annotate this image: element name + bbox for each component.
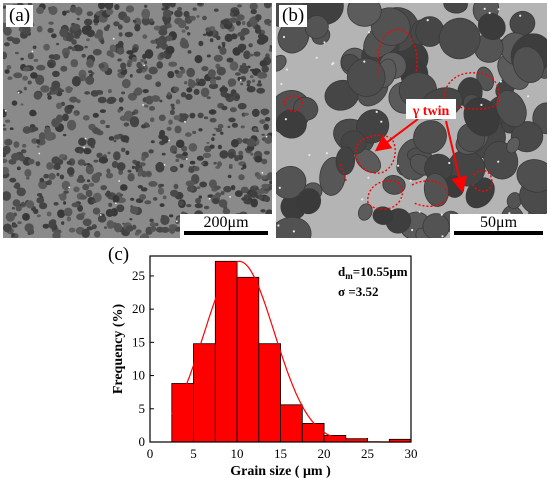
twin-outline	[367, 180, 404, 210]
micrograph-a-image	[3, 3, 272, 238]
x-axis-label: Grain size ( μm )	[230, 464, 331, 478]
scale-bar-b-line	[454, 231, 543, 235]
histogram-bar	[280, 404, 303, 443]
scale-bar-a: 200μm	[180, 214, 272, 238]
twin-outline	[283, 95, 303, 112]
x-tick-label: 5	[190, 446, 197, 461]
y-tick-label: 10	[132, 368, 145, 383]
y-tick-label: 20	[132, 301, 145, 316]
scale-bar-b: 50μm	[450, 214, 547, 238]
histogram-bar	[323, 434, 347, 443]
y-tick-label: 5	[139, 401, 146, 416]
twin-outline	[355, 134, 396, 174]
x-tick-label: 25	[361, 446, 374, 461]
y-tick-label: 15	[132, 334, 145, 349]
mean-diameter-value: =10.55μm	[353, 264, 408, 279]
sigma-annotation: σ =3.52	[338, 284, 378, 299]
micrograph-b: γ twin (b) 50μm	[276, 3, 547, 238]
twin-arrow-right	[445, 120, 468, 193]
mean-diameter-subscript: m	[345, 271, 353, 281]
x-axis-ticks: 0 5 10 15 20 25 30	[147, 438, 418, 461]
twin-label: γ twin	[412, 104, 450, 119]
histogram-bar	[301, 422, 325, 443]
micrograph-a: (a) 200μm	[3, 3, 272, 238]
micrograph-b-image: γ twin	[276, 3, 547, 238]
grain-size-histogram: (c) 0 5 10 15 20 25 30 0 5 10 15 20 25 Grain size (…	[108, 244, 418, 478]
scale-bar-b-text: 50μm	[479, 214, 518, 231]
twin-arrow-left	[374, 118, 419, 152]
mean-diameter-annotation: dm=10.55μm	[338, 264, 408, 281]
x-tick-label: 0	[147, 446, 154, 461]
twin-outline	[339, 162, 347, 182]
panel-a-label: (a)	[6, 5, 34, 27]
twin-outline	[443, 72, 500, 110]
panel-b-label: (b)	[279, 5, 308, 27]
mean-diameter-symbol: d	[338, 264, 346, 279]
histogram-bar	[236, 276, 260, 443]
panel-c-label: (c)	[108, 244, 129, 265]
y-tick-label: 0	[139, 434, 146, 449]
histogram-bars	[171, 260, 412, 443]
twin-outline	[411, 180, 449, 207]
histogram-bar	[214, 260, 238, 443]
twin-outlines	[283, 28, 500, 210]
scale-bar-a-text: 200μm	[203, 214, 249, 231]
twin-outline	[377, 28, 418, 76]
micrograph-a-grains	[3, 3, 272, 238]
x-tick-label: 30	[405, 446, 418, 461]
histogram-bar	[258, 343, 281, 443]
x-tick-label: 20	[318, 446, 331, 461]
x-tick-label: 10	[231, 446, 244, 461]
y-tick-label: 25	[132, 268, 145, 283]
y-axis-ticks: 0 5 10 15 20 25	[132, 268, 154, 449]
scale-bar-a-line	[184, 231, 268, 235]
x-tick-label: 15	[274, 446, 287, 461]
histogram-bar	[193, 343, 216, 443]
y-axis-label: Frequency (%)	[111, 303, 126, 394]
twin-label-box	[406, 99, 456, 119]
